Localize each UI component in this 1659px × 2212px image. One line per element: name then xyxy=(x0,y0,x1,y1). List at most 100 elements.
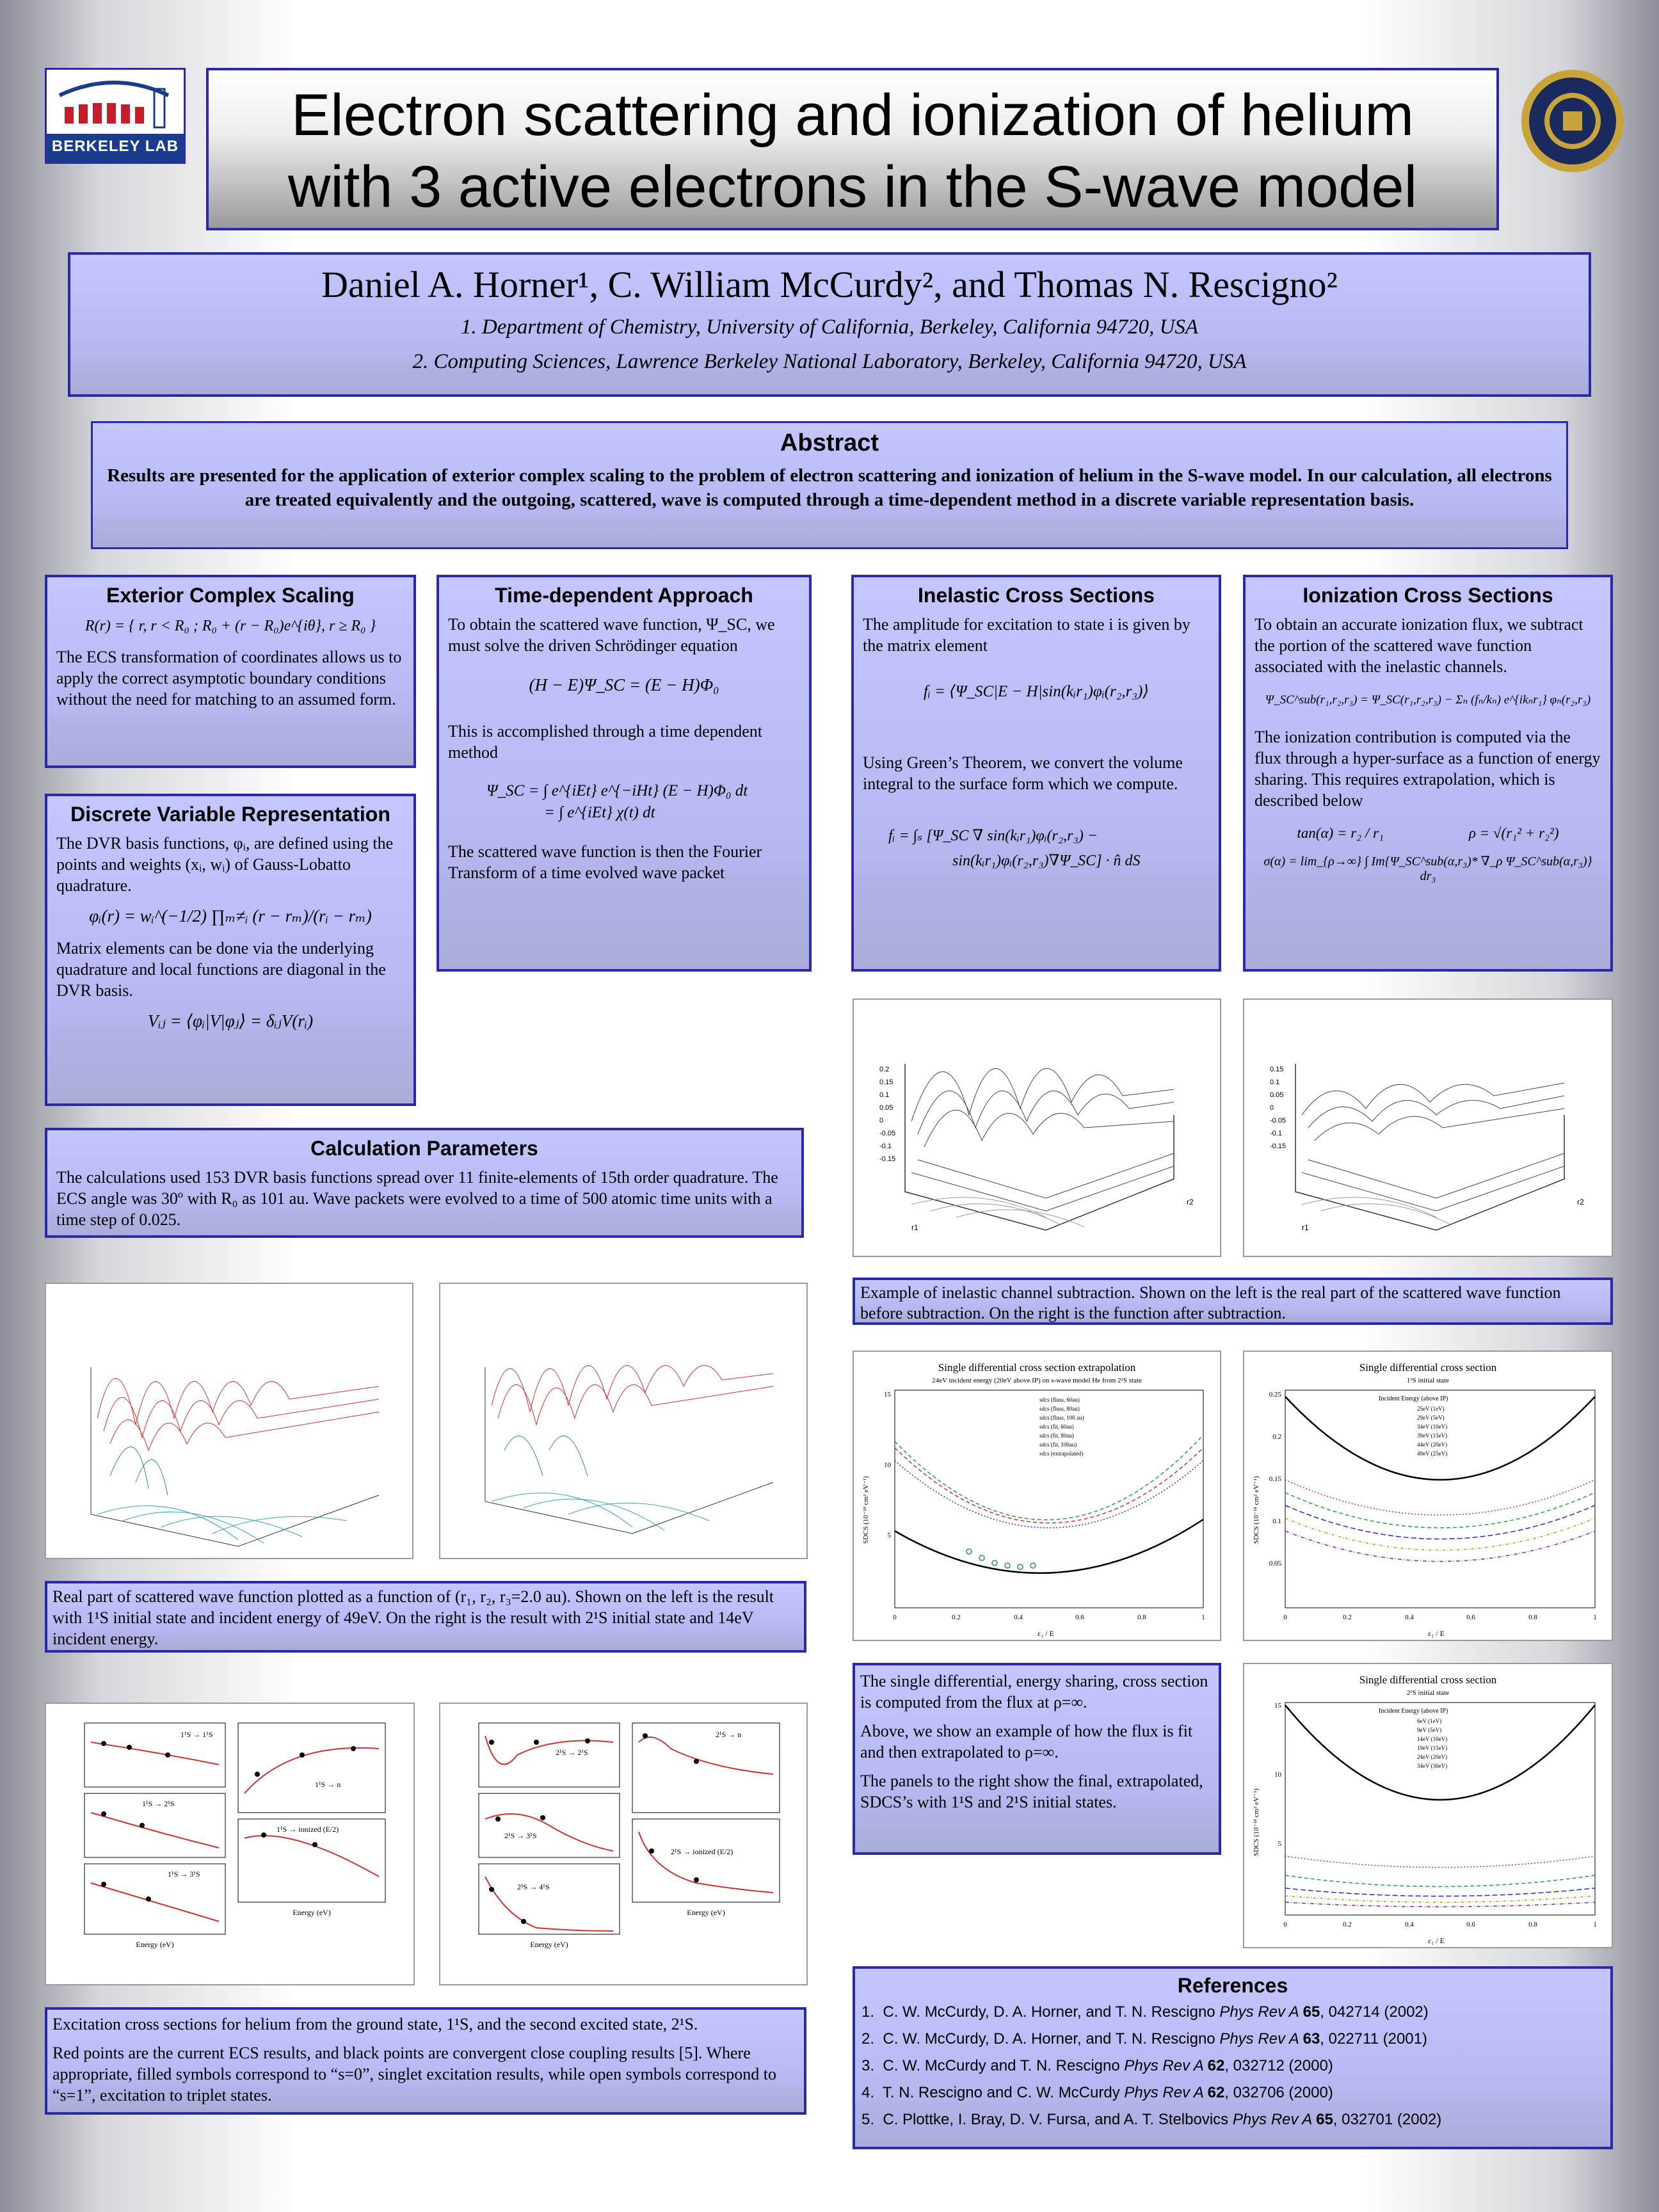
reference-item: 5. C. Plottke, I. Bray, D. V. Fursa, and… xyxy=(862,2106,1604,2133)
surface-xlabel: r1 xyxy=(1302,1223,1309,1232)
reference-item: 2. C. W. McCurdy, D. A. Horner, and T. N… xyxy=(862,2026,1604,2053)
reference-list: 1. C. W. McCurdy, D. A. Horner, and T. N… xyxy=(862,1999,1604,2133)
excitation-plot-2s: 2¹S → 2¹S 2¹S → 3¹S 2¹S → 4¹S 2¹S → n 2¹… xyxy=(439,1703,808,1985)
excitation-caption-text-1: Excitation cross sections for helium fro… xyxy=(52,2015,698,2033)
y-tick: 5 xyxy=(1278,1840,1282,1848)
excitation-label: 2¹S → ionized (E/2) xyxy=(671,1847,733,1856)
y-tick: 0.05 xyxy=(1269,1560,1282,1567)
x-tick: 0.2 xyxy=(1343,1921,1352,1928)
z-tick: 0.1 xyxy=(1270,1078,1279,1086)
legend-entry: 44eV (20eV) xyxy=(1417,1441,1447,1448)
authors-panel: Daniel A. Horner¹, C. William McCurdy², … xyxy=(68,252,1591,397)
legend-entry: sdcs (fit, 60au) xyxy=(1039,1423,1074,1430)
z-tick: 0.2 xyxy=(879,1066,889,1073)
chart-subtitle: 1¹S initial state xyxy=(1407,1377,1449,1384)
chart-title: Single differential cross section xyxy=(1359,1674,1497,1686)
x-tick: 0.6 xyxy=(1466,1614,1475,1621)
dvr-text-2: Matrix elements can be done via the unde… xyxy=(56,939,386,1000)
series-49eV xyxy=(1285,1530,1596,1562)
y-tick: 5 xyxy=(888,1532,892,1539)
ionization-equation-2b: ρ = √(r₁² + r₂²) xyxy=(1468,825,1559,841)
series-34eV xyxy=(1285,1492,1596,1528)
x-tick: 0.8 xyxy=(1528,1614,1537,1621)
legend-entry: 34eV (30eV) xyxy=(1417,1763,1447,1769)
series-34eV xyxy=(1285,1902,1596,1907)
series-fit-100 xyxy=(894,1460,1204,1528)
ecs-equation: R(r) = { r, r < R₀ ; R₀ + (r − R₀)e^{iθ}… xyxy=(84,618,376,634)
berkeley-lab-logo: BERKELEY LAB xyxy=(45,68,186,164)
realpart-caption-text: Real part of scattered wave function plo… xyxy=(52,1587,774,1648)
dvr-equation-2: Vᵢⱼ = ⟨φᵢ|V|φⱼ⟩ = δᵢⱼV(rᵢ) xyxy=(147,1011,314,1030)
ref-authors: C. W. McCurdy, D. A. Horner, and T. N. R… xyxy=(883,2003,1220,2021)
ref-authors: T. N. Rescigno and C. W. McCurdy xyxy=(882,2084,1125,2101)
author-names: Daniel A. Horner¹, C. William McCurdy², … xyxy=(321,264,1338,305)
legend-entry: sdcs (fit, 80au) xyxy=(1039,1432,1074,1439)
z-tick: 0.15 xyxy=(1270,1066,1283,1073)
ref-journal: Phys Rev A xyxy=(1219,2003,1303,2021)
series-29eV xyxy=(1285,1479,1596,1516)
ionization-text-1: To obtain an accurate ionization flux, w… xyxy=(1254,615,1583,676)
x-tick: 0 xyxy=(893,1614,897,1621)
surface-z-ticks-left: 0.2 0.15 0.1 0.05 0 -0.05 -0.1 -0.15 xyxy=(879,1066,895,1163)
td-text-2: This is accomplished through a time depe… xyxy=(448,722,762,762)
excitation-label: 1¹S → ionized (E/2) xyxy=(276,1825,339,1834)
td-equation-2b: = ∫ e^{iEt} χ(t) dt xyxy=(544,804,655,821)
legend-entry: sdcs (fluss, 100 au) xyxy=(1039,1415,1084,1421)
ref-volume: 62 xyxy=(1207,2057,1225,2074)
inelastic-text-1: The amplitude for excitation to state i … xyxy=(863,615,1190,655)
x-tick: 0.2 xyxy=(1343,1614,1352,1621)
z-tick: -0.1 xyxy=(1270,1130,1282,1137)
excitation-label: 2¹S → n xyxy=(716,1730,741,1739)
z-tick: 0.05 xyxy=(879,1104,893,1112)
z-tick: 0 xyxy=(879,1117,883,1125)
ref-num: 2. xyxy=(862,2030,875,2048)
params-text: The calculations used 153 DVR basis func… xyxy=(56,1168,778,1229)
x-tick: 0.4 xyxy=(1014,1614,1023,1621)
z-tick: 0.15 xyxy=(879,1078,893,1086)
x-tick: 0.8 xyxy=(1528,1921,1537,1928)
inelastic-equation-2a: fᵢ = ∫ₛ [Ψ_SC ∇ sin(kᵢr₁)φᵢ(r₂,r₃) − xyxy=(888,828,1098,844)
params-panel: Calculation Parameters The calculations … xyxy=(45,1128,804,1238)
references-title: References xyxy=(1177,1974,1288,1997)
z-tick: 0 xyxy=(1270,1104,1274,1112)
title-line-1: Electron scattering and ionization of he… xyxy=(291,83,1415,148)
chart-subtitle: 24eV incident energy (20eV above IP) on … xyxy=(932,1377,1142,1384)
y-axis-label: SDCS (10⁻¹⁸ cm² eV⁻¹) xyxy=(1253,1788,1260,1856)
y-tick: 0.1 xyxy=(1272,1518,1281,1525)
ionization-panel: Ionization Cross Sections To obtain an a… xyxy=(1243,575,1613,972)
excitation-label: 1¹S → 3¹S xyxy=(168,1870,200,1879)
ref-rest: , 032701 (2002) xyxy=(1333,2111,1442,2128)
inelastic-equation-2b: sin(kᵢr₁)φᵢ(r₂,r₃)∇Ψ_SC] · n̂ dS xyxy=(952,853,1141,869)
y-tick: 0.25 xyxy=(1269,1391,1282,1399)
ref-journal: Phys Rev A xyxy=(1232,2111,1317,2128)
surface-mesh xyxy=(911,1068,1174,1212)
ecs-title: Exterior Complex Scaling xyxy=(106,584,355,607)
surface-xlabel: r1 xyxy=(911,1223,918,1232)
x-tick: 0.6 xyxy=(1466,1921,1475,1928)
ref-authors: C. Plottke, I. Bray, D. V. Fursa, and A.… xyxy=(883,2111,1233,2128)
x-axis-label: Energy (eV) xyxy=(687,1908,725,1917)
ecs-panel: Exterior Complex Scaling R(r) = { r, r <… xyxy=(45,575,416,768)
abstract-text: Results are presented for the applicatio… xyxy=(107,465,1552,510)
references-panel: References 1. C. W. McCurdy, D. A. Horne… xyxy=(853,1966,1613,2149)
legend-entry: sdcs (fluss, 60au) xyxy=(1039,1397,1080,1403)
z-tick: -0.15 xyxy=(1270,1142,1286,1150)
surface-z-ticks-right: 0.15 0.1 0.05 0 -0.05 -0.1 -0.15 xyxy=(1270,1066,1286,1150)
inelastic-text-2: Using Green’s Theorem, we convert the vo… xyxy=(863,753,1183,793)
legend-entry: sdcs (fit, 100au) xyxy=(1039,1441,1077,1448)
y-tick: 15 xyxy=(1274,1702,1282,1710)
ref-rest: , 022711 (2001) xyxy=(1320,2030,1427,2048)
y-tick: 10 xyxy=(1274,1771,1282,1779)
sdcs-explanation: The single differential, energy sharing,… xyxy=(853,1663,1221,1855)
ref-authors: C. W. McCurdy and T. N. Rescigno xyxy=(883,2057,1125,2074)
y-tick: 10 xyxy=(884,1461,892,1469)
ref-num: 5. xyxy=(862,2111,875,2128)
z-tick: -0.15 xyxy=(879,1155,895,1163)
affiliation-1: 1. Department of Chemistry, University o… xyxy=(460,316,1199,339)
surface-plot-after: 0.15 0.1 0.05 0 -0.05 -0.1 -0.15 r1 r2 xyxy=(1243,998,1613,1257)
sdcs-2s-chart: Single differential cross section 2¹S in… xyxy=(1243,1663,1613,1948)
dvr-text-1: The DVR basis functions, φᵢ, are defined… xyxy=(56,834,394,895)
z-tick: 0.1 xyxy=(879,1091,889,1099)
affiliation-2: 2. Computing Sciences, Lawrence Berkeley… xyxy=(412,350,1247,373)
ref-volume: 65 xyxy=(1316,2111,1333,2128)
